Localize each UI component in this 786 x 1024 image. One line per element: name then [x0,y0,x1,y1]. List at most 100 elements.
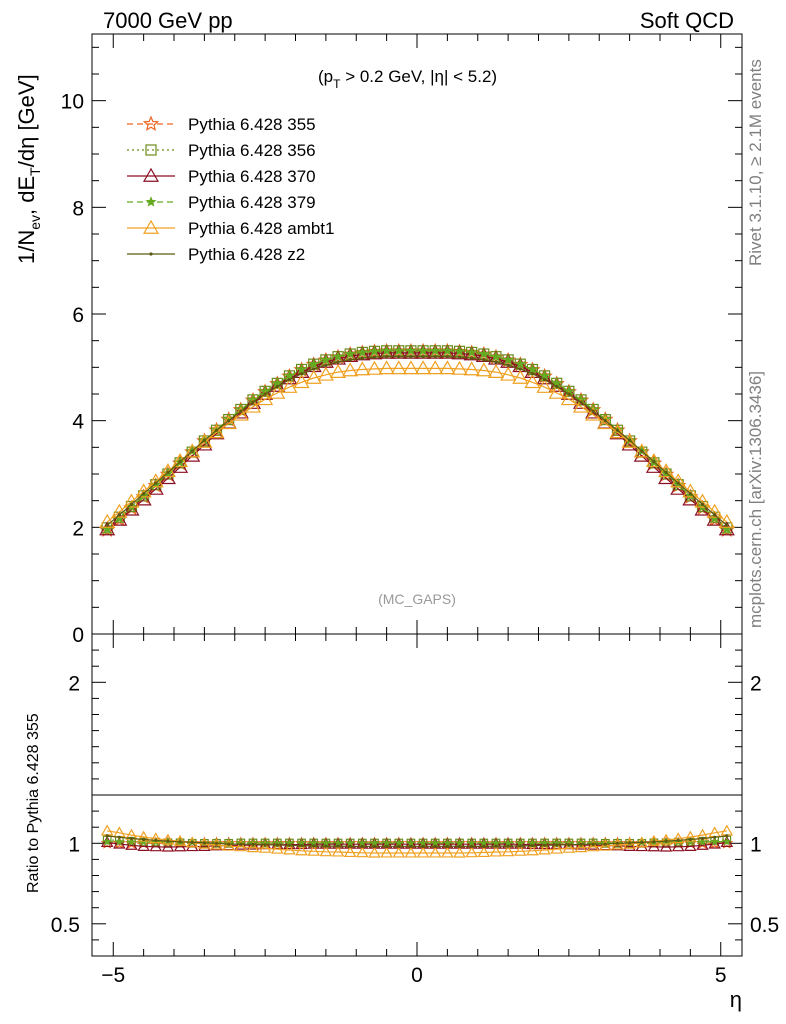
data-point-marker [421,844,425,848]
data-point-marker [572,394,590,409]
data-point-marker [299,843,304,848]
data-point-marker [111,511,128,526]
data-point-marker [251,400,255,404]
ratio-y-tick-label-right: 2 [750,672,762,695]
data-point-marker [332,350,344,362]
data-point-marker [173,840,187,852]
data-point-marker [372,355,377,359]
data-point-marker [470,356,474,360]
data-point-marker [512,369,529,384]
data-point-marker [698,837,707,846]
data-point-marker [640,840,644,844]
ratio-y-axis-label: Ratio to Pythia 6.428 355 [25,713,42,893]
data-point-marker [418,838,428,847]
ratio-series-line [107,835,727,848]
legend: Pythia 6.428 355 Pythia 6.428 356 Pythia 6… [127,115,334,264]
data-point-marker [526,363,538,375]
data-point-marker [378,360,395,375]
data-point-marker [331,845,345,857]
data-point-marker [117,835,121,839]
data-point-marker [550,842,564,854]
data-point-marker [453,846,466,858]
data-point-marker [281,378,298,393]
data-point-marker [137,839,150,851]
data-point-marker [579,400,583,404]
cut-label-rest: > 0.2 GeV, |η| < 5.2) [340,67,497,86]
data-point-marker [611,838,624,850]
main-y-tick-label: 6 [72,304,84,327]
data-point-marker [342,362,359,377]
data-point-marker [530,843,535,848]
data-point-marker [149,832,163,844]
series-line [106,350,728,530]
data-point-marker [470,844,474,848]
data-point-marker [720,836,734,848]
data-point-marker [513,844,527,856]
data-point-marker [443,838,452,847]
data-point-marker [258,841,272,853]
data-point-marker [142,837,146,842]
data-point-marker [270,842,284,854]
data-point-marker [125,838,138,850]
data-point-marker [123,501,140,516]
data-point-marker [658,463,675,478]
data-point-marker [402,360,419,375]
data-point-marker [645,452,662,468]
data-point-marker [263,843,267,847]
main-y-tick-label: 4 [72,411,84,434]
data-point-marker [329,363,347,378]
data-point-marker [457,844,462,848]
data-point-marker [526,844,539,856]
data-point-marker [345,838,355,847]
data-point-marker [214,841,219,845]
data-point-marker [295,844,308,856]
data-point-marker [202,841,206,845]
data-point-marker [609,424,626,439]
data-point-marker [312,844,316,848]
data-point-marker [548,384,565,399]
data-point-marker [372,844,377,848]
data-point-marker [142,167,160,182]
data-point-marker [718,513,735,528]
data-point-marker [356,846,369,858]
main-y-tick-label: 2 [72,517,84,540]
rivet-version-label: Rivet 3.1.10, ≥ 2.1M events [746,59,765,266]
data-point-marker [319,845,333,857]
data-point-marker [99,513,116,528]
data-point-marker [567,392,571,396]
data-point-marker [392,846,406,858]
data-point-marker [370,838,379,847]
data-point-marker [344,348,356,359]
data-point-marker [670,480,687,495]
data-point-marker [385,355,389,359]
main-series-group [98,342,736,537]
data-point-marker [390,360,407,375]
data-point-marker [633,443,650,458]
legend-entry-label: Pythia 6.428 355 [188,115,316,134]
data-point-marker [542,378,547,382]
series-line [106,367,728,523]
data-point-marker [518,844,522,848]
data-point-marker [603,842,607,846]
data-point-marker [320,354,332,365]
data-point-marker [487,363,505,378]
data-point-marker [184,443,201,458]
data-point-marker [382,838,391,847]
x-tick-label: 0 [411,964,423,987]
data-point-marker [713,835,717,839]
main-y-tick-label: 10 [61,91,84,114]
data-point-marker [445,844,449,848]
cut-label-sub: T [333,77,341,91]
data-point-marker [514,358,526,369]
data-point-marker [127,837,136,846]
data-point-marker [287,378,292,382]
data-point-marker [227,419,231,423]
ratio-y-tick-label: 0.5 [51,914,80,937]
data-point-marker [312,367,316,371]
data-point-marker [500,366,517,381]
data-point-marker [433,355,437,359]
data-point-marker [208,424,225,439]
data-point-marker [417,345,429,356]
data-point-marker [154,838,158,843]
data-point-marker [694,501,711,516]
